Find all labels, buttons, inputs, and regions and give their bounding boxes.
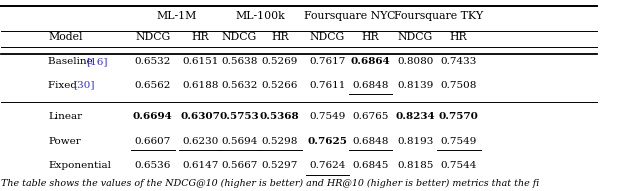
Text: 0.7570: 0.7570: [439, 112, 479, 121]
Text: Foursquare TKY: Foursquare TKY: [394, 11, 484, 21]
Text: 0.7625: 0.7625: [308, 137, 348, 146]
Text: 0.7433: 0.7433: [440, 57, 477, 66]
Text: Linear: Linear: [49, 112, 83, 121]
Text: The table shows the values of the NDCG@10 (higher is better) and HR@10 (higher i: The table shows the values of the NDCG@1…: [1, 179, 539, 188]
Text: Exponential: Exponential: [49, 161, 111, 170]
Text: NDCG: NDCG: [221, 32, 257, 42]
Text: 0.7549: 0.7549: [309, 112, 346, 121]
Text: 0.6532: 0.6532: [134, 57, 171, 66]
Text: [30]: [30]: [73, 81, 94, 90]
Text: 0.8080: 0.8080: [397, 57, 433, 66]
Text: 0.5269: 0.5269: [262, 57, 298, 66]
Text: 0.6151: 0.6151: [182, 57, 219, 66]
Text: 0.6230: 0.6230: [182, 137, 219, 146]
Text: Baseline: Baseline: [49, 57, 97, 66]
Text: 0.5368: 0.5368: [260, 112, 300, 121]
Text: 0.5667: 0.5667: [221, 161, 257, 170]
Text: HR: HR: [362, 32, 380, 42]
Text: Fixed: Fixed: [49, 81, 81, 90]
Text: HR: HR: [191, 32, 209, 42]
Text: 0.8193: 0.8193: [397, 137, 433, 146]
Text: 0.5266: 0.5266: [262, 81, 298, 90]
Text: 0.7617: 0.7617: [309, 57, 346, 66]
Text: NDCG: NDCG: [310, 32, 345, 42]
Text: 0.5632: 0.5632: [221, 81, 257, 90]
Text: 0.6147: 0.6147: [182, 161, 219, 170]
Text: 0.6536: 0.6536: [134, 161, 171, 170]
Text: 0.8185: 0.8185: [397, 161, 433, 170]
Text: 0.6845: 0.6845: [352, 161, 388, 170]
Text: Foursquare NYC: Foursquare NYC: [304, 11, 396, 21]
Text: 0.5298: 0.5298: [262, 137, 298, 146]
Text: 0.7549: 0.7549: [440, 137, 477, 146]
Text: NDCG: NDCG: [397, 32, 433, 42]
Text: 0.5753: 0.5753: [220, 112, 259, 121]
Text: 0.6694: 0.6694: [133, 112, 173, 121]
Text: 0.5694: 0.5694: [221, 137, 257, 146]
Text: 0.6188: 0.6188: [182, 81, 219, 90]
Text: 0.7611: 0.7611: [309, 81, 346, 90]
Text: 0.6765: 0.6765: [352, 112, 388, 121]
Text: ML-1M: ML-1M: [156, 11, 197, 21]
Text: [16]: [16]: [86, 57, 108, 66]
Text: HR: HR: [271, 32, 289, 42]
Text: 0.6562: 0.6562: [134, 81, 171, 90]
Text: 0.6848: 0.6848: [352, 81, 388, 90]
Text: 0.6848: 0.6848: [352, 137, 388, 146]
Text: Model: Model: [49, 32, 83, 42]
Text: HR: HR: [450, 32, 467, 42]
Text: 0.8139: 0.8139: [397, 81, 433, 90]
Text: 0.7624: 0.7624: [309, 161, 346, 170]
Text: 0.6864: 0.6864: [351, 57, 390, 66]
Text: ML-100k: ML-100k: [236, 11, 285, 21]
Text: 0.5297: 0.5297: [262, 161, 298, 170]
Text: 0.6607: 0.6607: [134, 137, 171, 146]
Text: 0.5638: 0.5638: [221, 57, 257, 66]
Text: NDCG: NDCG: [135, 32, 170, 42]
Text: Power: Power: [49, 137, 81, 146]
Text: 0.7508: 0.7508: [440, 81, 477, 90]
Text: 0.6307: 0.6307: [180, 112, 220, 121]
Text: 0.8234: 0.8234: [396, 112, 435, 121]
Text: 0.7544: 0.7544: [440, 161, 477, 170]
